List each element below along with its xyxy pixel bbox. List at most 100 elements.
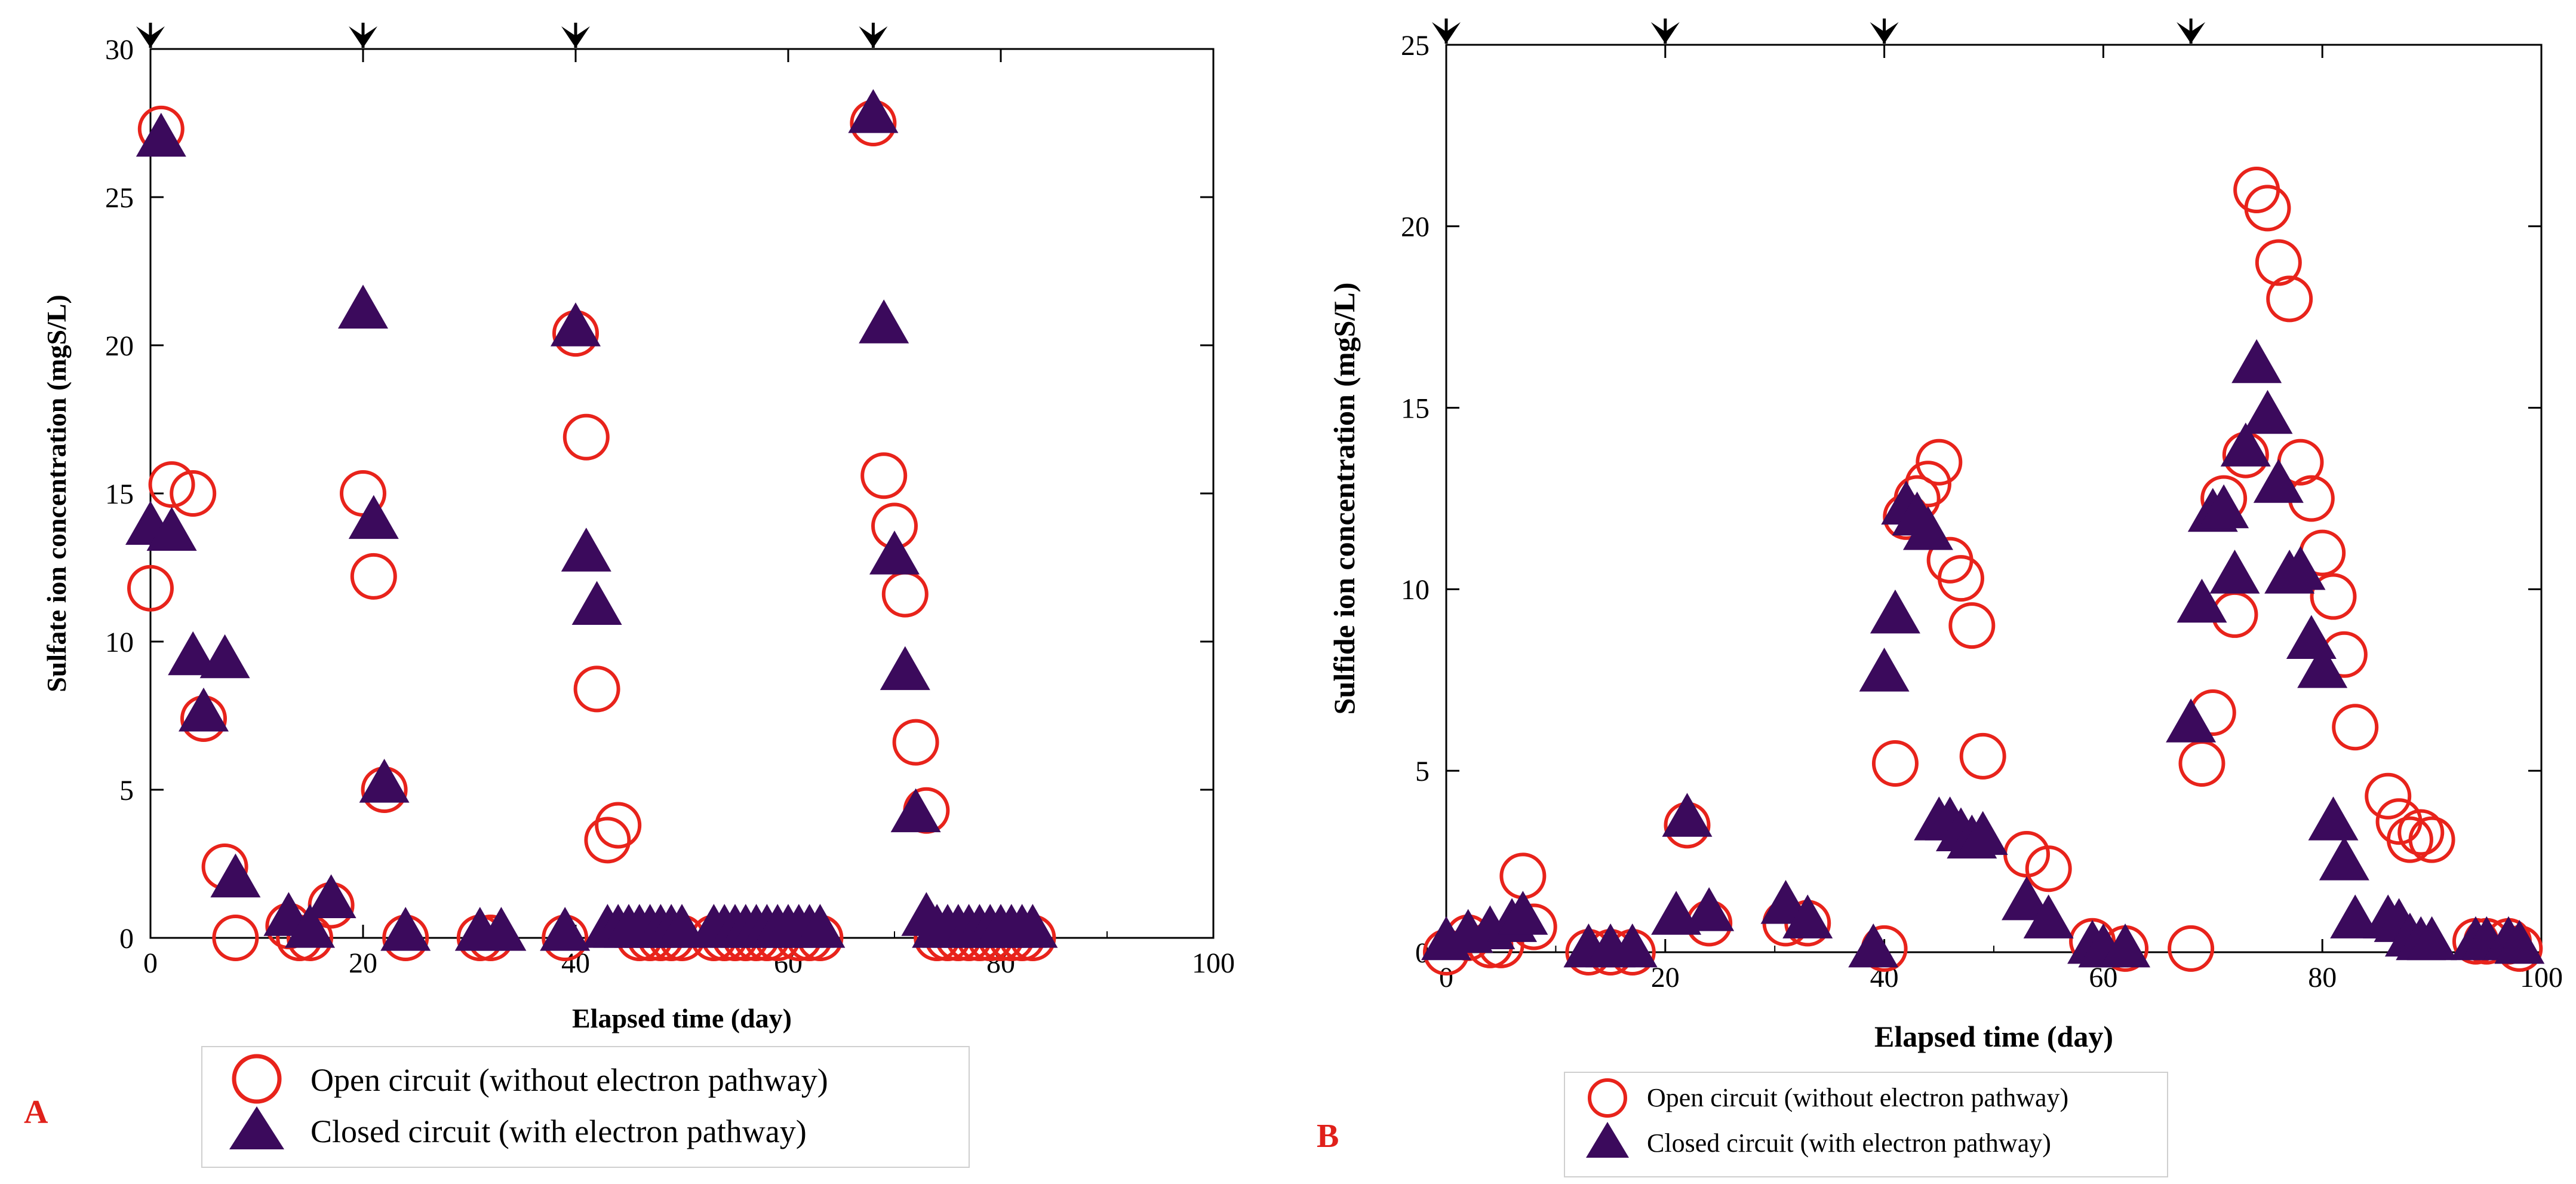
data-point-open — [2168, 925, 2215, 972]
data-point-closed — [2100, 923, 2151, 968]
plot-frame — [149, 48, 1215, 939]
data-point-open — [170, 470, 217, 517]
data-point-open — [2408, 816, 2455, 863]
data-point-closed — [2199, 484, 2249, 529]
data-point-open — [573, 665, 620, 713]
data-point-closed — [2330, 894, 2381, 938]
data-point-closed — [306, 874, 356, 919]
y-axis-label: Sulfide ion concentration (mgS/L) — [1327, 283, 1361, 715]
feed-arrow-head — [1432, 22, 1461, 44]
data-point-closed — [859, 299, 909, 343]
x-tick-label: 80 — [986, 947, 1015, 979]
data-point-closed — [2209, 550, 2260, 594]
data-point-closed — [2319, 836, 2369, 881]
feed-arrow-head — [561, 26, 590, 48]
data-point-closed — [2406, 916, 2457, 961]
data-point-open — [2244, 185, 2291, 232]
data-point-open — [1871, 740, 1919, 787]
data-point-open — [2397, 809, 2445, 856]
y-tick-label: 30 — [105, 34, 134, 66]
feed-arrow-head — [136, 26, 165, 48]
data-point-closed — [2231, 339, 2282, 384]
data-point-closed — [2166, 698, 2217, 743]
data-point-closed — [1498, 891, 1548, 935]
y-tick-label: 5 — [1415, 756, 1430, 787]
data-point-closed — [168, 631, 219, 676]
x-tick-label: 20 — [349, 947, 377, 979]
data-point-closed — [199, 634, 250, 679]
x-tick-label: 60 — [774, 947, 803, 979]
legend-b-frame — [1564, 1072, 2168, 1177]
panel-label-a: A — [24, 1094, 48, 1131]
data-point-closed — [1957, 811, 2008, 855]
y-axis-label: Sulfate ion concentration (mgS/L) — [41, 295, 72, 692]
data-point-closed — [1662, 793, 1713, 837]
data-point-closed — [2275, 546, 2326, 590]
data-point-open — [892, 719, 939, 766]
legend-a-closed-label: Closed circuit (with electron pathway) — [311, 1114, 807, 1149]
series-closed-circuit — [125, 89, 1058, 951]
data-point-open — [2310, 573, 2357, 620]
x-tick-label: 80 — [2308, 962, 2337, 993]
data-point-open — [1916, 438, 1963, 486]
y-tick-label: 10 — [105, 627, 134, 658]
data-point-closed — [210, 853, 261, 898]
legend-a-closed-marker — [229, 1106, 284, 1149]
x-tick-label: 100 — [1192, 947, 1235, 979]
feed-arrow-head — [859, 26, 888, 48]
feed-arrow-head — [2177, 22, 2206, 44]
series-closed-circuit — [1421, 339, 2545, 968]
data-point-closed — [880, 646, 930, 691]
feed-arrow-head — [1650, 22, 1680, 44]
legend-b-open-label: Open circuit (without electron pathway) — [1647, 1083, 2068, 1112]
data-point-open — [350, 553, 397, 600]
data-point-open — [2255, 239, 2302, 286]
x-tick-label: 0 — [1439, 962, 1453, 993]
feed-arrow-head — [349, 26, 377, 48]
data-point-closed — [1848, 923, 1899, 968]
x-tick-label: 40 — [561, 947, 590, 979]
legend-a-open-marker — [232, 1054, 282, 1104]
data-point-closed — [146, 507, 197, 551]
data-point-closed — [869, 530, 920, 575]
data-point-open — [562, 413, 610, 461]
data-point-closed — [2253, 459, 2304, 503]
data-point-closed — [2002, 876, 2052, 921]
data-point-closed — [561, 527, 611, 572]
data-point-closed — [890, 788, 941, 833]
y-tick-label: 25 — [105, 182, 134, 214]
data-point-closed — [348, 495, 399, 539]
data-point-closed — [2220, 422, 2271, 467]
y-tick-label: 15 — [1401, 392, 1430, 424]
data-point-open — [2178, 740, 2225, 787]
data-point-closed — [136, 112, 186, 157]
data-point-closed — [2494, 919, 2545, 964]
data-point-open — [212, 915, 259, 961]
x-axis-label: Elapsed time (day) — [572, 1003, 792, 1033]
data-point-closed — [476, 907, 527, 951]
x-tick-label: 100 — [2520, 962, 2563, 993]
data-point-open — [1937, 555, 1984, 602]
data-point-closed — [285, 904, 335, 948]
data-point-closed — [540, 907, 591, 951]
data-point-open — [127, 565, 174, 612]
data-point-closed — [2242, 389, 2293, 434]
data-point-open — [584, 817, 631, 864]
data-point-open — [1959, 732, 2006, 780]
legend-a-open-label: Open circuit (without electron pathway) — [311, 1062, 828, 1098]
y-tick-label: 20 — [105, 330, 134, 362]
data-point-open — [595, 802, 642, 849]
data-point-open — [2386, 816, 2433, 863]
legend-b: Open circuit (without electron pathway) … — [1564, 1072, 2168, 1177]
data-point-open — [2332, 704, 2379, 751]
x-tick-label: 0 — [143, 947, 158, 979]
data-point-closed — [657, 904, 707, 948]
data-point-closed — [2177, 578, 2227, 623]
y-tick-label: 25 — [1401, 30, 1430, 62]
x-axis-label: Elapsed time (day) — [1874, 1020, 2113, 1053]
chart-a: 0 20 40 60 80 100 0 5 10 15 20 25 30 Elapsed time (da… — [41, 23, 1235, 1033]
data-point-open — [148, 461, 195, 508]
data-point-open — [1948, 602, 1996, 649]
